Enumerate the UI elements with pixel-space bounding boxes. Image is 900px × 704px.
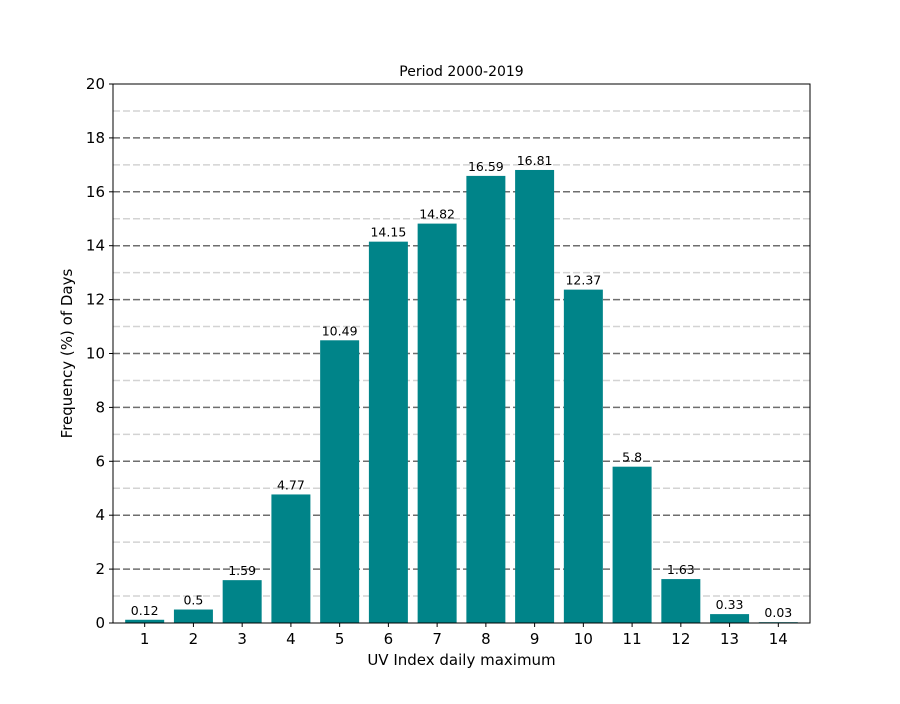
y-axis-ticks: 0 2 4 6 8 10 12 14 16 18 20 bbox=[86, 75, 113, 632]
x-tick-label: 11 bbox=[623, 630, 642, 648]
bar-value-label: 10.49 bbox=[322, 323, 358, 338]
bar-value-label: 0.33 bbox=[716, 597, 744, 612]
y-tick-label: 0 bbox=[95, 614, 105, 632]
y-tick-label: 10 bbox=[86, 345, 105, 363]
bar-uv-6 bbox=[368, 241, 408, 623]
y-tick-label: 6 bbox=[95, 452, 105, 470]
bar-uv-9 bbox=[515, 169, 555, 623]
bar-value-label: 16.81 bbox=[517, 153, 553, 168]
bar-value-label: 0.12 bbox=[131, 603, 159, 618]
bar-value-label: 0.03 bbox=[764, 605, 792, 620]
x-tick-label: 5 bbox=[335, 630, 345, 648]
bar-value-label: 1.59 bbox=[228, 563, 256, 578]
bar-uv-2 bbox=[173, 609, 213, 623]
y-tick-label: 4 bbox=[95, 506, 105, 524]
bar-value-label: 0.5 bbox=[183, 593, 203, 608]
bar-value-label: 1.63 bbox=[667, 562, 695, 577]
bar-uv-7 bbox=[417, 223, 457, 623]
y-tick-label: 20 bbox=[86, 75, 105, 93]
x-tick-label: 4 bbox=[286, 630, 296, 648]
x-tick-label: 9 bbox=[530, 630, 540, 648]
y-tick-label: 2 bbox=[95, 560, 105, 578]
bar-uv-10 bbox=[563, 289, 603, 623]
bar-value-label: 5.8 bbox=[622, 450, 642, 465]
y-tick-label: 16 bbox=[86, 183, 105, 201]
x-tick-label: 1 bbox=[140, 630, 150, 648]
grid-lines bbox=[113, 110, 810, 597]
x-tick-label: 8 bbox=[481, 630, 491, 648]
bar-uv-13 bbox=[710, 614, 750, 623]
bar-value-labels: 0.12 0.5 1.59 4.77 10.49 14.15 14.82 16.59 16.81… bbox=[131, 153, 792, 620]
chart-title: Period 2000-2019 bbox=[399, 64, 523, 80]
y-tick-label: 12 bbox=[86, 291, 105, 309]
x-tick-label: 10 bbox=[574, 630, 593, 648]
bar-uv-8 bbox=[466, 175, 506, 623]
bar-uv-1 bbox=[125, 619, 165, 623]
bar-value-label: 14.15 bbox=[370, 225, 406, 240]
bars bbox=[125, 169, 798, 623]
bar-value-label: 12.37 bbox=[565, 273, 601, 288]
x-tick-label: 13 bbox=[720, 630, 739, 648]
x-axis-label: UV Index daily maximum bbox=[367, 651, 555, 669]
bar-value-label: 4.77 bbox=[277, 477, 305, 492]
x-tick-label: 2 bbox=[189, 630, 199, 648]
y-tick-label: 8 bbox=[95, 398, 105, 416]
x-axis-ticks: 1 2 3 4 5 6 7 8 9 10 11 12 13 14 bbox=[140, 623, 788, 648]
y-axis-label: Frequency (%) of Days bbox=[58, 268, 76, 438]
bar-uv-11 bbox=[612, 466, 652, 623]
y-tick-label: 18 bbox=[86, 129, 105, 147]
bar-value-label: 16.59 bbox=[468, 159, 504, 174]
x-tick-label: 7 bbox=[432, 630, 442, 648]
bar-uv-5 bbox=[320, 340, 360, 623]
bar-uv-3 bbox=[222, 580, 262, 623]
bar-value-label: 14.82 bbox=[419, 207, 455, 222]
x-tick-label: 12 bbox=[671, 630, 690, 648]
x-tick-label: 14 bbox=[769, 630, 788, 648]
y-tick-label: 14 bbox=[86, 237, 105, 255]
bar-uv-12 bbox=[661, 579, 701, 623]
x-tick-label: 3 bbox=[237, 630, 247, 648]
x-tick-label: 6 bbox=[384, 630, 394, 648]
bar-uv-4 bbox=[271, 494, 311, 623]
